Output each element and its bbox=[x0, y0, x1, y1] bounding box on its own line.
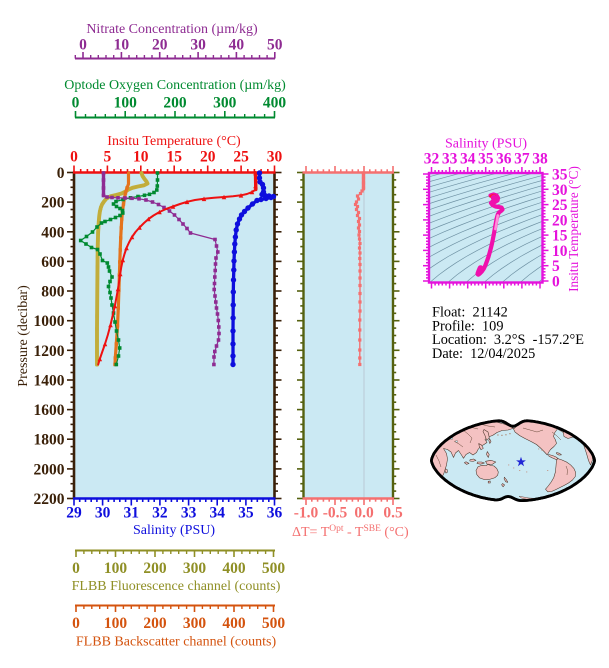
svg-text:38: 38 bbox=[532, 151, 548, 168]
svg-text:25: 25 bbox=[552, 197, 568, 214]
svg-text:500: 500 bbox=[262, 560, 286, 577]
svg-text:200: 200 bbox=[143, 615, 167, 632]
svg-text:0: 0 bbox=[72, 560, 80, 577]
svg-text:2000: 2000 bbox=[34, 461, 65, 478]
svg-text:800: 800 bbox=[41, 284, 65, 301]
svg-text:36: 36 bbox=[496, 151, 512, 168]
svg-text:100: 100 bbox=[104, 560, 128, 577]
svg-text:FLBB Backscatter channel (coun: FLBB Backscatter channel (counts) bbox=[76, 635, 277, 650]
svg-text:400: 400 bbox=[222, 560, 246, 577]
svg-text:0: 0 bbox=[57, 165, 65, 182]
svg-text:0: 0 bbox=[72, 615, 80, 632]
svg-text:35: 35 bbox=[238, 505, 254, 522]
svg-text:0: 0 bbox=[72, 95, 80, 112]
svg-text:400: 400 bbox=[222, 615, 246, 632]
svg-text:0: 0 bbox=[70, 149, 78, 166]
svg-text:Optode Oxygen Concentration (µ: Optode Oxygen Concentration (µm/kg) bbox=[64, 78, 286, 93]
svg-text:Location: 3.2°S -157.2°E: Location: 3.2°S -157.2°E bbox=[432, 332, 584, 348]
svg-text:-1.0: -1.0 bbox=[294, 505, 319, 522]
svg-text:Pressure (decibar): Pressure (decibar) bbox=[16, 285, 31, 387]
svg-text:Float: 21142: Float: 21142 bbox=[432, 305, 508, 321]
svg-text:300: 300 bbox=[183, 560, 207, 577]
svg-text:200: 200 bbox=[41, 195, 65, 212]
svg-text:Salinity (PSU): Salinity (PSU) bbox=[133, 523, 215, 538]
svg-text:40: 40 bbox=[229, 37, 245, 54]
svg-text:10: 10 bbox=[133, 149, 149, 166]
svg-text:34: 34 bbox=[460, 151, 476, 168]
svg-text:20: 20 bbox=[200, 149, 216, 166]
svg-text:Insitu Temperature (°C): Insitu Temperature (°C) bbox=[566, 166, 581, 292]
svg-text:25: 25 bbox=[233, 149, 249, 166]
svg-text:15: 15 bbox=[552, 228, 568, 245]
svg-text:0.5: 0.5 bbox=[383, 505, 403, 522]
svg-text:1600: 1600 bbox=[34, 402, 65, 419]
svg-text:0: 0 bbox=[552, 274, 560, 291]
svg-text:-0.5: -0.5 bbox=[323, 505, 348, 522]
svg-text:20: 20 bbox=[552, 212, 568, 229]
svg-text:15: 15 bbox=[166, 149, 182, 166]
svg-text:100: 100 bbox=[104, 615, 128, 632]
svg-text:0: 0 bbox=[79, 37, 87, 54]
svg-text:29: 29 bbox=[66, 505, 82, 522]
svg-text:36: 36 bbox=[267, 505, 283, 522]
svg-text:30: 30 bbox=[95, 505, 111, 522]
svg-text:ΔT= TOpt - TSBE (°C): ΔT= TOpt - TSBE (°C) bbox=[292, 524, 409, 540]
svg-text:10: 10 bbox=[552, 243, 568, 260]
svg-text:5: 5 bbox=[552, 258, 560, 275]
svg-text:31: 31 bbox=[124, 505, 140, 522]
svg-text:400: 400 bbox=[41, 224, 65, 241]
svg-text:20: 20 bbox=[152, 37, 168, 54]
svg-text:37: 37 bbox=[514, 151, 530, 168]
svg-text:33: 33 bbox=[442, 151, 458, 168]
svg-text:300: 300 bbox=[183, 615, 207, 632]
svg-text:400: 400 bbox=[263, 95, 287, 112]
svg-text:500: 500 bbox=[262, 615, 286, 632]
svg-text:Date: 12/04/2025: Date: 12/04/2025 bbox=[432, 346, 535, 362]
svg-text:5: 5 bbox=[104, 149, 112, 166]
svg-text:33: 33 bbox=[181, 505, 197, 522]
svg-text:0.0: 0.0 bbox=[354, 505, 374, 522]
svg-text:34: 34 bbox=[209, 505, 225, 522]
svg-text:200: 200 bbox=[163, 95, 187, 112]
svg-text:32: 32 bbox=[152, 505, 168, 522]
svg-text:30: 30 bbox=[267, 149, 283, 166]
svg-text:30: 30 bbox=[190, 37, 206, 54]
svg-text:FLBB Fluorescence channel (cou: FLBB Fluorescence channel (counts) bbox=[72, 579, 281, 594]
svg-text:Insitu Temperature (°C): Insitu Temperature (°C) bbox=[107, 134, 241, 149]
svg-text:100: 100 bbox=[114, 95, 138, 112]
svg-text:35: 35 bbox=[478, 151, 494, 168]
svg-text:30: 30 bbox=[552, 182, 568, 199]
svg-text:1800: 1800 bbox=[34, 432, 65, 449]
svg-text:32: 32 bbox=[424, 151, 440, 168]
svg-text:50: 50 bbox=[267, 37, 283, 54]
svg-text:35: 35 bbox=[552, 167, 568, 184]
svg-text:2200: 2200 bbox=[34, 491, 65, 508]
svg-text:Profile: 109: Profile: 109 bbox=[432, 318, 503, 334]
svg-text:300: 300 bbox=[213, 95, 237, 112]
svg-text:1000: 1000 bbox=[34, 313, 65, 330]
svg-text:Salinity (PSU): Salinity (PSU) bbox=[445, 137, 527, 152]
svg-text:600: 600 bbox=[41, 254, 65, 271]
svg-text:1400: 1400 bbox=[34, 373, 65, 390]
svg-text:Nitrate Concentration (µm/kg): Nitrate Concentration (µm/kg) bbox=[86, 22, 258, 37]
svg-text:1200: 1200 bbox=[34, 343, 65, 360]
svg-text:200: 200 bbox=[143, 560, 167, 577]
svg-text:10: 10 bbox=[114, 37, 130, 54]
